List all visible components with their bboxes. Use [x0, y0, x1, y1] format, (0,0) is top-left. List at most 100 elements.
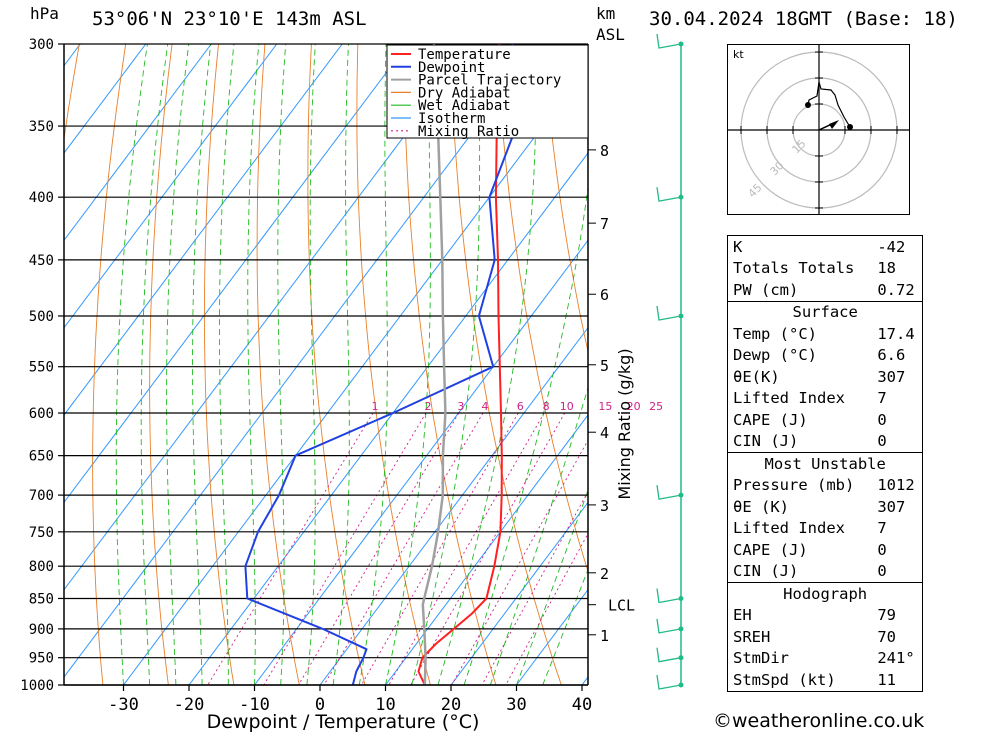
mu-pressure-value: 1012 — [877, 476, 915, 495]
hodograph-panel: kt 15 30 45 — [727, 44, 910, 215]
km-label: 7 — [600, 215, 609, 233]
wet-adiabat-line — [140, 44, 169, 685]
surface-theta-label: θE(K) — [733, 367, 780, 386]
surface-theta-value: 307 — [877, 367, 906, 386]
km-label: 6 — [600, 286, 609, 304]
location-title: 53°06'N 23°10'E 143m ASL — [92, 8, 367, 30]
stmspd-value: 11 — [877, 670, 896, 689]
asl-unit-label: ASL — [596, 25, 625, 44]
wet-adiabat-line — [463, 184, 588, 685]
mu-pressure-label: Pressure (mb) — [733, 476, 855, 495]
pressure-tick-label: 900 — [29, 622, 54, 638]
isotherm-line — [123, 64, 588, 685]
dry-adiabat-line — [403, 44, 497, 685]
wet-adiabat-lines — [115, 44, 588, 685]
dry-adiabat-line — [307, 44, 366, 685]
pressure-tick-label: 300 — [29, 37, 54, 53]
hodo-surface-dot — [847, 124, 853, 130]
isotherm-lines — [0, 44, 588, 685]
isotherm-line — [64, 44, 147, 154]
pressure-tick-label: 650 — [29, 449, 54, 465]
isotherm-line — [0, 44, 15, 685]
wind-barb — [656, 305, 682, 321]
dry-adiabat-line — [92, 44, 127, 685]
mixing-ratio-line — [207, 412, 374, 685]
km-label: 3 — [600, 497, 609, 515]
hodograph-svg: kt 15 30 45 — [728, 45, 909, 214]
pressure-tick-label: 600 — [29, 406, 54, 422]
wet-adiabat-line — [516, 489, 588, 685]
k-label: K — [733, 237, 743, 256]
legend-label: Temperature — [418, 47, 511, 63]
mixing-ratio-label: 15 — [598, 400, 612, 413]
k-value: -42 — [877, 237, 906, 256]
km-label: 1 — [600, 627, 609, 645]
wind-barb — [656, 187, 682, 202]
mu-cape-label: CAPE (J) — [733, 540, 808, 559]
surface-temp-label: Temp (°C) — [733, 324, 817, 343]
pressure-tick-label: 750 — [29, 525, 54, 541]
legend-label: Mixing Ratio — [418, 124, 519, 140]
pressure-tick-label: 400 — [29, 190, 54, 206]
wet-adiabat-line — [542, 568, 588, 685]
x-axis-label: Dewpoint / Temperature (°C) — [207, 711, 480, 733]
mixing-ratio-label: 3 — [457, 400, 464, 413]
sreh-value: 70 — [877, 627, 896, 646]
surface-dewp-label: Dewp (°C) — [733, 346, 817, 365]
wind-barb — [656, 588, 682, 604]
pw-value: 0.72 — [877, 280, 915, 299]
isotherm-line — [64, 44, 212, 242]
mu-cin-label: CIN (J) — [733, 562, 799, 581]
legend-box — [386, 44, 589, 139]
dry-adiabat-line — [915, 44, 1000, 685]
dry-adiabat-line — [203, 44, 235, 685]
pw-label: PW (cm) — [733, 280, 799, 299]
isotherm-line — [385, 414, 588, 685]
pressure-tick-label: 450 — [29, 253, 54, 269]
mixing-ratio-line — [298, 412, 460, 685]
isotherm-line — [64, 44, 474, 591]
pressure-tick-label: 700 — [29, 488, 54, 504]
mixing-ratio-label: 6 — [517, 400, 524, 413]
isotherm-line — [254, 239, 588, 685]
mixing-ratio-label: 8 — [543, 400, 550, 413]
pressure-tick-label: 500 — [29, 309, 54, 325]
mixing-ratio-line — [263, 412, 427, 685]
mixing-ratio-label: 4 — [481, 400, 488, 413]
isotherm-line — [319, 326, 588, 685]
temp-tick-label: -30 — [108, 695, 139, 715]
stmdir-label: StmDir — [733, 649, 789, 668]
isotherm-line — [450, 501, 588, 685]
copyright-link[interactable]: ©weatheronline.co.uk — [713, 710, 925, 732]
stmdir-value: 241° — [877, 649, 915, 668]
surface-cin-label: CIN (J) — [733, 432, 799, 451]
surface-dewp-value: 6.6 — [877, 346, 906, 365]
wind-profile — [656, 33, 684, 690]
mu-theta-label: θE (K) — [733, 497, 789, 516]
dry-adiabat-line — [961, 44, 1000, 685]
temp-tick-label: 20 — [441, 695, 461, 715]
wet-adiabat-line — [166, 44, 190, 685]
legend-label: Dry Adiabat — [418, 85, 511, 101]
hodograph-unit: kt — [733, 48, 744, 61]
isotherm-line — [188, 152, 588, 685]
surface-title: Surface — [727, 300, 923, 323]
datetime-title: 30.04.2024 18GMT (Base: 18) — [649, 8, 958, 30]
km-label: 4 — [600, 424, 609, 442]
mixing-ratio-line — [323, 412, 484, 685]
mixing-ratio-axis-label: Mixing Ratio (g/kg) — [615, 348, 634, 499]
storm-motion-arrow — [829, 120, 839, 129]
km-label: 8 — [600, 142, 609, 160]
mixing-ratio-line — [388, 412, 545, 685]
hodo-ring-label-30: 30 — [768, 159, 787, 178]
wet-adiabat-line — [247, 44, 260, 685]
sounding-series — [244, 44, 518, 685]
wet-adiabat-line — [115, 44, 148, 685]
mixing-ratio-label: 2 — [425, 400, 432, 413]
legend-label: Dewpoint — [418, 60, 485, 76]
wet-adiabat-line — [437, 44, 538, 685]
series-dewpoint — [244, 44, 518, 685]
temp-tick-label: 0 — [315, 695, 325, 715]
temp-tick-label: -10 — [239, 695, 270, 715]
